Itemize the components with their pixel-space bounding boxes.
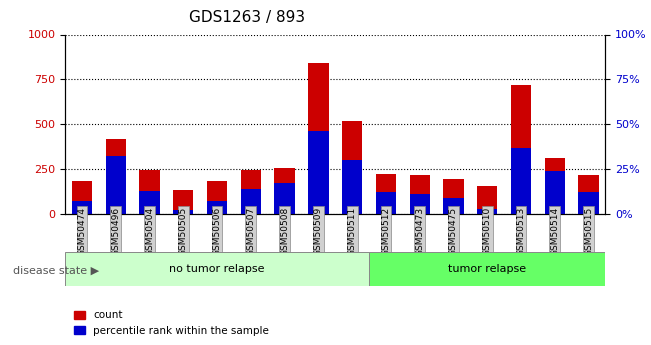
Bar [545, 171, 565, 214]
FancyBboxPatch shape [369, 252, 605, 286]
Text: GSM50504: GSM50504 [145, 207, 154, 256]
Text: disease state ▶: disease state ▶ [13, 266, 99, 276]
Text: GSM50509: GSM50509 [314, 207, 323, 256]
Bar [477, 186, 497, 214]
Bar [207, 181, 227, 214]
Text: GSM50496: GSM50496 [111, 207, 120, 256]
FancyBboxPatch shape [65, 252, 369, 286]
Bar [578, 175, 599, 214]
Text: GSM50475: GSM50475 [449, 207, 458, 256]
Text: GSM50510: GSM50510 [483, 207, 492, 256]
Bar [409, 194, 430, 214]
Legend: count, percentile rank within the sample: count, percentile rank within the sample [70, 306, 273, 340]
Bar [376, 175, 396, 214]
Bar [443, 198, 464, 214]
Bar [173, 190, 193, 214]
Bar [105, 139, 126, 214]
Bar [72, 181, 92, 214]
Text: GSM50473: GSM50473 [415, 207, 424, 256]
Bar [342, 121, 362, 214]
Text: no tumor relapse: no tumor relapse [169, 264, 265, 274]
Bar [275, 184, 295, 214]
Bar [308, 131, 329, 214]
Text: GSM50506: GSM50506 [213, 207, 221, 256]
Bar [477, 208, 497, 214]
Text: GSM50511: GSM50511 [348, 207, 357, 256]
Text: GSM50515: GSM50515 [584, 207, 593, 256]
Text: GSM50514: GSM50514 [550, 207, 559, 256]
Bar [241, 170, 261, 214]
Bar [105, 157, 126, 214]
Bar [376, 193, 396, 214]
Bar [545, 158, 565, 214]
Bar [207, 201, 227, 214]
Bar [342, 160, 362, 214]
Bar [578, 193, 599, 214]
Text: GSM50507: GSM50507 [246, 207, 255, 256]
Text: GSM50474: GSM50474 [77, 207, 87, 256]
Bar [72, 201, 92, 214]
Text: GSM50512: GSM50512 [381, 207, 391, 256]
Bar [511, 85, 531, 214]
Bar [173, 210, 193, 214]
Text: GSM50505: GSM50505 [179, 207, 187, 256]
Text: GSM50508: GSM50508 [280, 207, 289, 256]
Text: GDS1263 / 893: GDS1263 / 893 [189, 10, 305, 25]
Bar [409, 175, 430, 214]
Bar [139, 190, 159, 214]
Bar [275, 168, 295, 214]
Text: GSM50513: GSM50513 [516, 207, 525, 256]
Bar [308, 63, 329, 214]
Bar [139, 170, 159, 214]
Bar [511, 148, 531, 214]
Text: tumor relapse: tumor relapse [448, 264, 526, 274]
Bar [241, 189, 261, 214]
Bar [443, 179, 464, 214]
